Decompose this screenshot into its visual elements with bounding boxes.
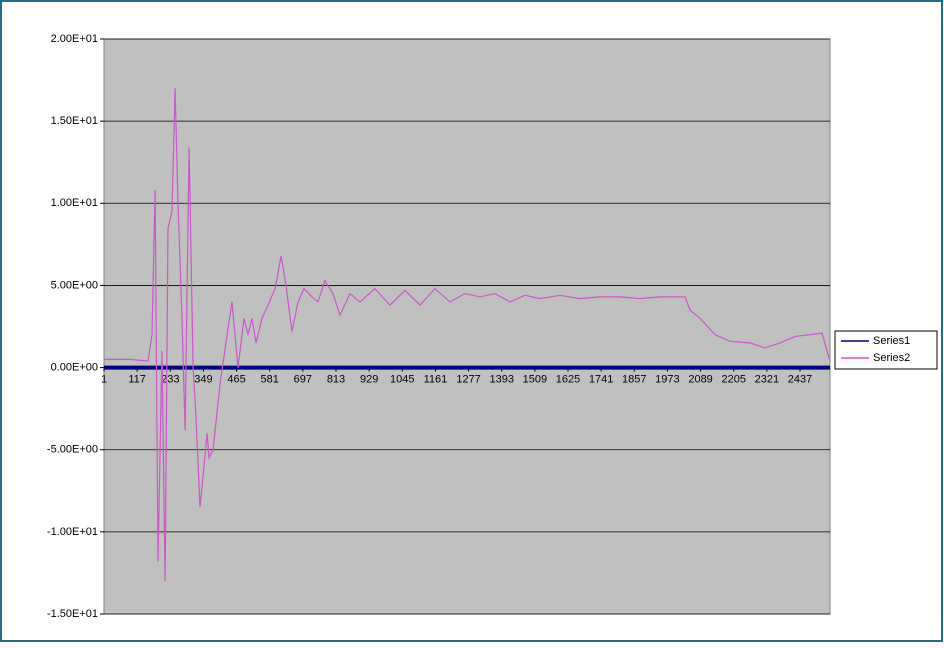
x-tick-label: 697	[294, 373, 312, 385]
plot-area	[103, 38, 831, 615]
x-tick-label: 1973	[655, 373, 679, 385]
legend-label: Series2	[873, 352, 910, 364]
x-tick-label: 349	[194, 373, 212, 385]
legend-label: Series1	[873, 335, 910, 347]
x-tick-label: 2205	[721, 373, 745, 385]
y-tick-label: -1.50E+01	[47, 608, 98, 620]
x-tick-label: 1393	[489, 373, 513, 385]
y-tick-label: -1.00E+01	[47, 526, 98, 538]
x-tick-label: 117	[128, 373, 146, 385]
x-tick-label: 581	[261, 373, 279, 385]
x-tick-label: 1857	[622, 373, 646, 385]
y-tick-label: 1.00E+01	[51, 197, 98, 209]
x-tick-label: 1161	[424, 373, 448, 385]
x-tick-label: 1277	[456, 373, 480, 385]
series-line	[104, 88, 831, 582]
x-tick-label: 813	[327, 373, 345, 385]
y-tick-label: 1.50E+01	[51, 115, 98, 127]
x-tick-label: 465	[227, 373, 245, 385]
x-tick-label: 233	[161, 373, 179, 385]
x-tick-label: 1509	[523, 373, 547, 385]
x-tick-label: 929	[360, 373, 378, 385]
y-tick-label: 5.00E+00	[51, 279, 98, 291]
y-tick-label: -5.00E+00	[47, 444, 98, 456]
x-tick-label: 1741	[589, 373, 613, 385]
legend-box	[834, 330, 938, 370]
x-tick-label: 2089	[688, 373, 712, 385]
x-tick-label: 2437	[788, 373, 812, 385]
y-tick-label: 2.00E+01	[51, 33, 98, 45]
x-tick-label: 1045	[390, 373, 414, 385]
x-tick-label: 2321	[755, 373, 779, 385]
y-tick-label: 0.00E+00	[51, 361, 98, 373]
x-tick-label: 1	[101, 373, 107, 385]
x-tick-label: 1625	[556, 373, 580, 385]
